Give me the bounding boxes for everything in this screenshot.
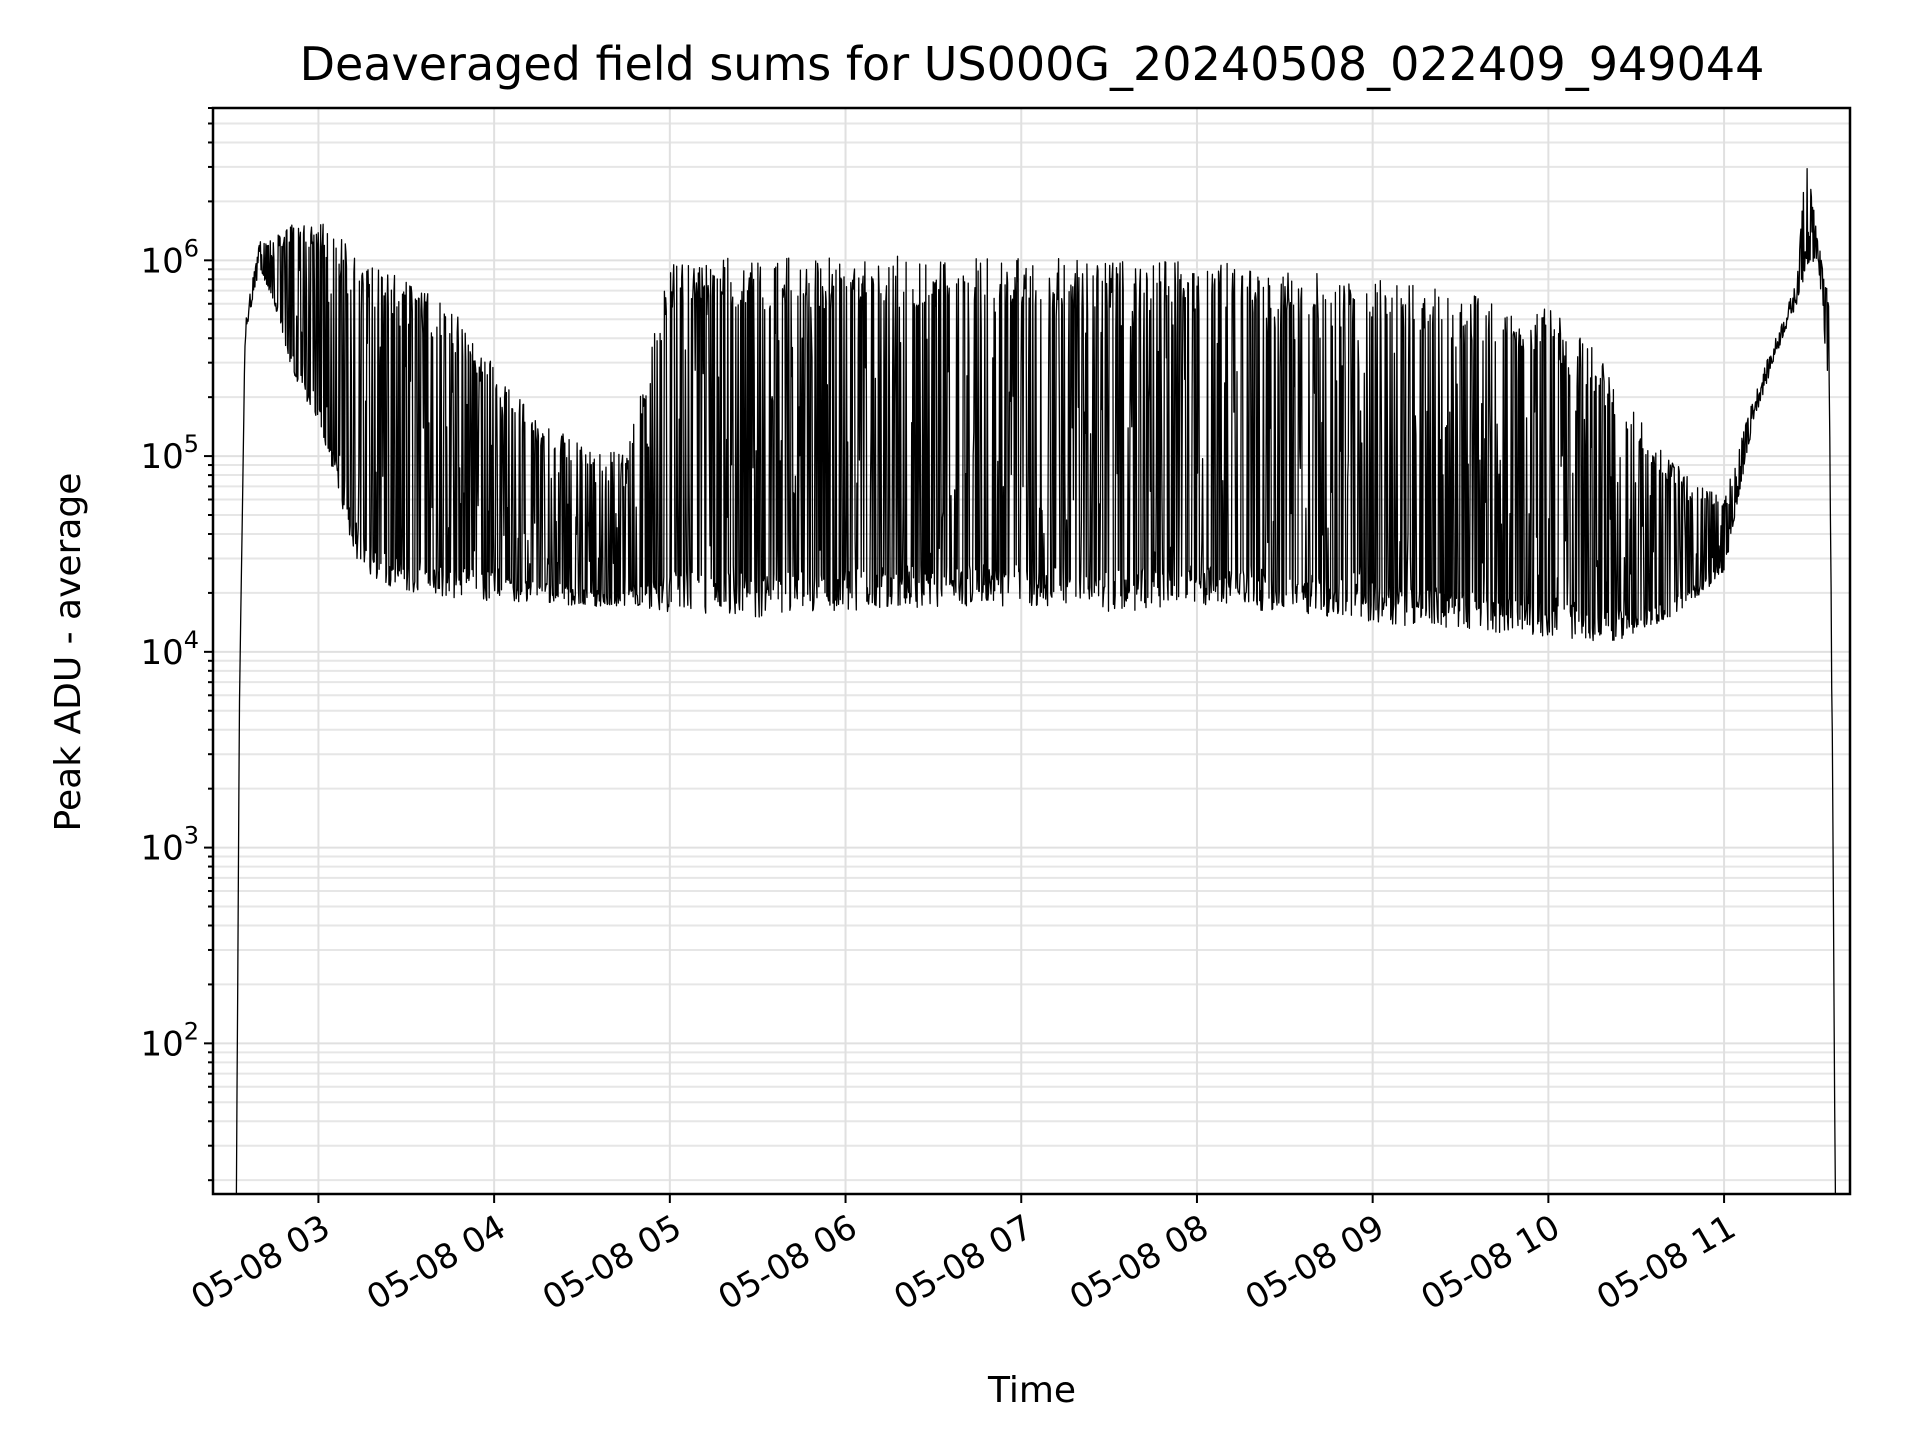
x-tick-label: 05-08 09	[1239, 1207, 1391, 1318]
y-axis: 102 103 104 105 106	[140, 107, 213, 1182]
y-tick-label: 102	[140, 1017, 199, 1064]
x-tick-label: 05-08 11	[1590, 1207, 1742, 1318]
y-axis-label: Peak ADU - average	[48, 473, 89, 832]
x-tick-label: 05-08 05	[536, 1207, 688, 1318]
x-tick-label: 05-08 04	[360, 1207, 512, 1318]
x-tick-label: 05-08 03	[185, 1207, 337, 1318]
x-tick-label: 05-08 10	[1414, 1207, 1566, 1318]
series-line	[235, 168, 1837, 1195]
y-tick-label: 103	[140, 822, 199, 869]
grid	[213, 107, 1850, 1194]
y-tick-label: 104	[140, 626, 199, 673]
x-tick-label: 05-08 07	[887, 1207, 1039, 1318]
x-axis: 05-08 03 05-08 04 05-08 05 05-08 06 05-08 07…	[185, 1194, 1743, 1318]
chart-title: Deaveraged field sums for US000G_2024050…	[300, 37, 1765, 91]
x-tick-label: 05-08 06	[712, 1207, 864, 1318]
y-tick-label: 105	[140, 430, 199, 477]
y-tick-label: 106	[140, 234, 199, 281]
series-path	[235, 168, 1837, 1195]
x-axis-label: Time	[987, 1370, 1076, 1411]
x-tick-label: 05-08 08	[1063, 1207, 1215, 1318]
